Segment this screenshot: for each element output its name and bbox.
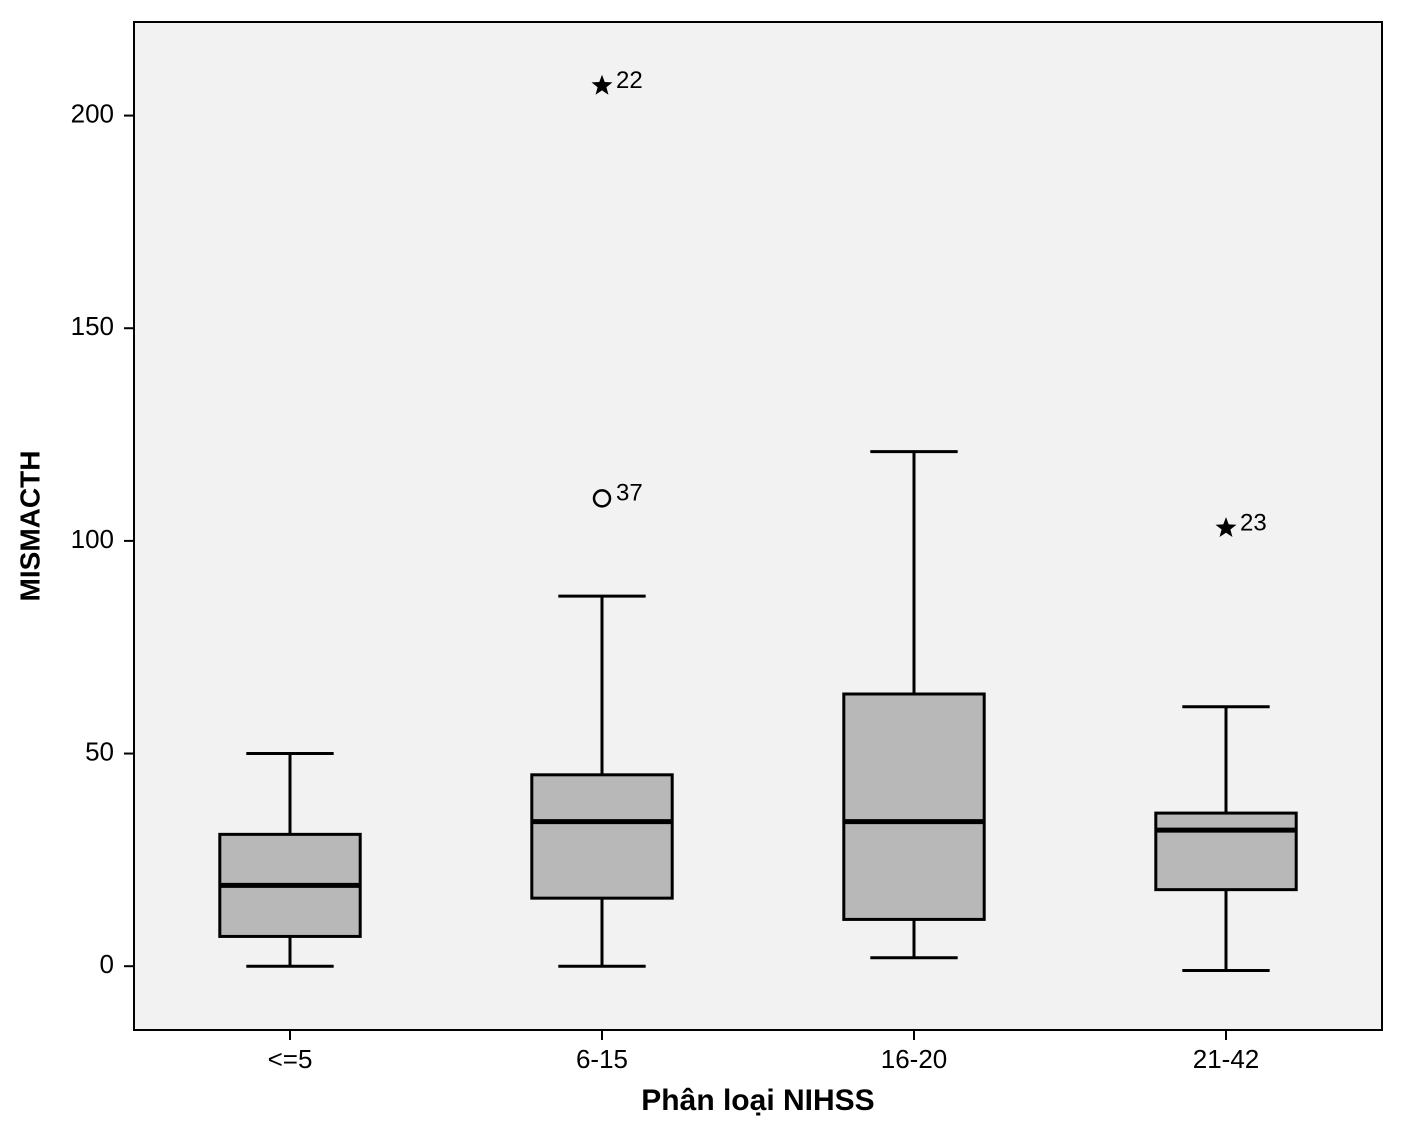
svg-text:6-15: 6-15 <box>576 1044 628 1074</box>
svg-text:23: 23 <box>1240 509 1267 536</box>
chart-svg: 0 50 100 150 200 MISMACTH <=5 6-15 16-20 21-42 Phâ… <box>0 0 1409 1128</box>
svg-text:21-42: 21-42 <box>1193 1044 1260 1074</box>
svg-text:Phân loại NIHSS: Phân loại NIHSS <box>641 1084 874 1117</box>
svg-text:50: 50 <box>85 736 114 766</box>
svg-text:0: 0 <box>100 949 114 979</box>
svg-text:MISMACTH: MISMACTH <box>14 451 45 602</box>
svg-text:100: 100 <box>71 524 114 554</box>
svg-text:16-20: 16-20 <box>881 1044 948 1074</box>
svg-text:150: 150 <box>71 311 114 341</box>
boxplot-chart: 0 50 100 150 200 MISMACTH <=5 6-15 16-20 21-42 Phâ… <box>0 0 1409 1128</box>
svg-text:22: 22 <box>616 67 643 94</box>
svg-text:200: 200 <box>71 98 114 128</box>
svg-text:37: 37 <box>616 480 643 507</box>
svg-text:<=5: <=5 <box>268 1044 313 1074</box>
